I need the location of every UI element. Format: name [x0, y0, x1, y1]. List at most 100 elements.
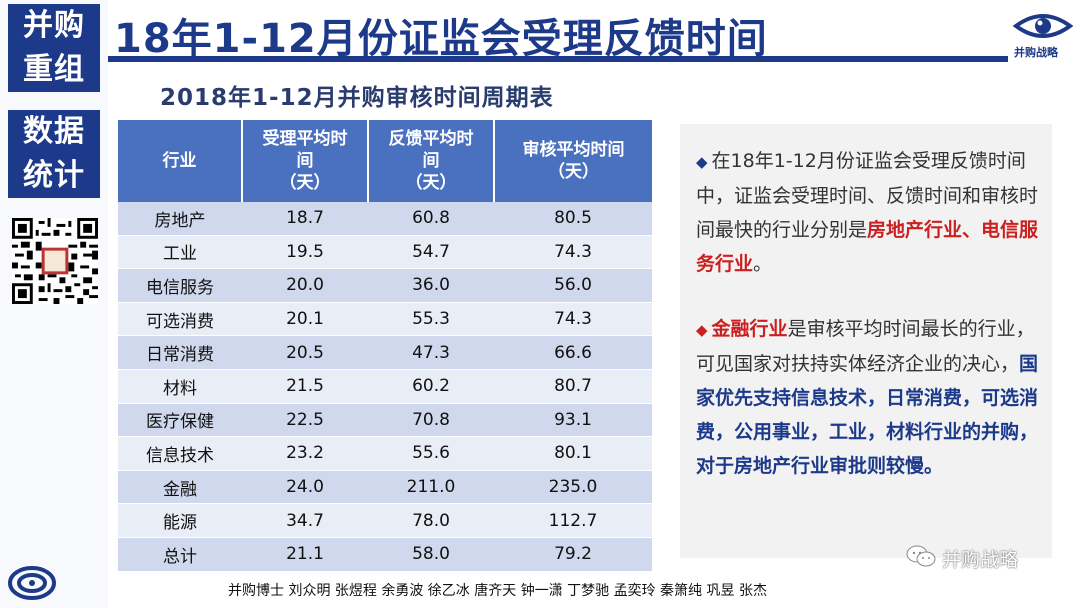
analysis-paragraph-1: ◆ 在18年1-12月份证监会受理反馈时间中，证监会受理时间、反馈时间和审核时间最… [696, 144, 1042, 281]
cell-review: 56.0 [494, 268, 652, 303]
cell-industry: 信息技术 [118, 436, 242, 471]
company-logo-graphic [8, 566, 56, 600]
cell-industry: 材料 [118, 369, 242, 404]
cell-acceptance: 20.5 [242, 335, 368, 370]
cell-review: 235.0 [494, 470, 652, 505]
header-industry: 行业 [118, 120, 242, 202]
cell-feedback: 55.6 [368, 436, 494, 471]
highlight-text: 金融行业 [711, 318, 788, 340]
table-row: 房地产 18.7 60.8 80.5 [118, 202, 652, 236]
bold-text: 国家优先支持信息技术，日常消费，可选消费，公用事业，工业，材料行业的并购，对于房… [696, 353, 1039, 477]
cell-review: 74.3 [494, 235, 652, 270]
header-line: （天） [405, 173, 457, 193]
wechat-icon [906, 544, 936, 573]
category-block-merger: 并购 重组 [8, 4, 100, 92]
analysis-panel: ◆ 在18年1-12月份证监会受理反馈时间中，证监会受理时间、反馈时间和审核时间最… [680, 124, 1052, 558]
page-title: 18年1-12月份证监会受理反馈时间 [114, 16, 768, 62]
cell-acceptance: 22.5 [242, 403, 368, 438]
header-line: 间 [296, 151, 314, 171]
table-row: 可选消费 20.1 55.3 74.3 [118, 302, 652, 337]
highlight-text: 房地产行业、电信服务行业 [696, 219, 1039, 275]
cell-industry: 电信服务 [118, 268, 242, 303]
brand-logo-icon [1010, 6, 1076, 62]
cell-review: 80.1 [494, 436, 652, 471]
cell-acceptance: 20.0 [242, 268, 368, 303]
header-feedback-time: 反馈平均时 间 （天） [367, 120, 494, 202]
category-line: 统计 [23, 158, 85, 193]
header-line: 审核平均时间 [522, 140, 625, 160]
category-line: 并购 [23, 8, 85, 43]
paragraph-text: 是审核平均时间最长的行业，可见国家对扶持实体经济企业的决心， [696, 318, 1035, 375]
cell-acceptance: 24.0 [242, 470, 368, 505]
cell-review: 112.7 [494, 503, 652, 538]
category-block-data: 数据 统计 [8, 110, 100, 198]
cell-feedback: 54.7 [368, 235, 494, 270]
cell-feedback: 70.8 [368, 403, 494, 438]
cell-acceptance: 18.7 [242, 202, 368, 236]
qr-code-icon [12, 218, 98, 304]
table-row: 金融 24.0 211.0 235.0 [118, 470, 652, 505]
table-row: 材料 21.5 60.2 80.7 [118, 369, 652, 404]
header-line: 间 [422, 151, 440, 171]
header-line: （天） [279, 173, 331, 193]
cell-industry: 总计 [118, 537, 242, 572]
table-row: 电信服务 20.0 36.0 56.0 [118, 268, 652, 303]
cell-acceptance: 34.7 [242, 503, 368, 538]
table-row: 医疗保健 22.5 70.8 93.1 [118, 403, 652, 438]
table-row-total: 总计 21.1 58.0 79.2 [118, 537, 652, 572]
cell-feedback: 78.0 [368, 503, 494, 538]
cell-acceptance: 20.1 [242, 302, 368, 337]
category-line: 重组 [23, 52, 85, 87]
cell-review: 93.1 [494, 403, 652, 438]
cell-feedback: 55.3 [368, 302, 494, 337]
slide-header: 18年1-12月份证监会受理反馈时间 [108, 0, 1080, 62]
table-row: 日常消费 20.5 47.3 66.6 [118, 335, 652, 370]
review-time-table: 行业 受理平均时 间 （天） 反馈平均时 间 （天） 审核平均时间 （天） 房地… [118, 120, 652, 572]
category-line: 数据 [23, 114, 85, 149]
table-title: 2018年1-12月并购审核时间周期表 [160, 85, 554, 111]
cell-feedback: 58.0 [368, 537, 494, 572]
header-line: 行业 [162, 151, 197, 171]
cell-industry: 工业 [118, 235, 242, 270]
paragraph-end: 。 [753, 253, 773, 275]
table-row: 能源 34.7 78.0 112.7 [118, 503, 652, 538]
cell-industry: 可选消费 [118, 302, 242, 337]
cell-review: 79.2 [494, 537, 652, 572]
cell-feedback: 47.3 [368, 335, 494, 370]
analysis-paragraph-2: ◆ 金融行业是审核平均时间最长的行业，可见国家对扶持实体经济企业的决心，国家优先支… [696, 312, 1042, 483]
header-line: 反馈平均时 [388, 129, 474, 149]
cell-feedback: 36.0 [368, 268, 494, 303]
diamond-bullet-icon: ◆ [696, 153, 708, 171]
sidebar: 并购 重组 数据 统计 [0, 0, 108, 608]
cell-acceptance: 23.2 [242, 436, 368, 471]
cell-feedback: 211.0 [368, 470, 494, 505]
table-row: 信息技术 23.2 55.6 80.1 [118, 436, 652, 471]
company-logo-icon [8, 566, 56, 600]
cell-review: 80.7 [494, 369, 652, 404]
cell-industry: 医疗保健 [118, 403, 242, 438]
brand-logo-text: 并购战略 [1014, 46, 1058, 59]
eye-logo-graphic [1012, 14, 1074, 38]
cell-acceptance: 21.1 [242, 537, 368, 572]
wechat-account-name: 并购战略 [942, 549, 1019, 571]
cell-industry: 日常消费 [118, 335, 242, 370]
paragraph-text: 在18年1-12月份证监会受理反馈时间中，证监会受理时间、反馈时间和审核时间最快… [696, 150, 1039, 241]
cell-review: 66.6 [494, 335, 652, 370]
header-review-time: 审核平均时间 （天） [493, 120, 652, 202]
cell-industry: 能源 [118, 503, 242, 538]
cell-review: 74.3 [494, 302, 652, 337]
wechat-watermark: 并购战略 [906, 544, 1018, 573]
author-credits: 并购博士 刘众明 张煜程 余勇波 徐乙冰 唐齐天 钟一潇 丁梦驰 孟奕玲 秦箫纯… [228, 583, 767, 599]
title-underline [108, 56, 1008, 62]
diamond-bullet-icon: ◆ [696, 321, 708, 339]
cell-acceptance: 19.5 [242, 235, 368, 270]
cell-acceptance: 21.5 [242, 369, 368, 404]
cell-feedback: 60.8 [368, 202, 494, 236]
header-acceptance-time: 受理平均时 间 （天） [241, 120, 368, 202]
table-header-row: 行业 受理平均时 间 （天） 反馈平均时 间 （天） 审核平均时间 （天） [118, 120, 652, 202]
cell-feedback: 60.2 [368, 369, 494, 404]
table-row: 工业 19.5 54.7 74.3 [118, 235, 652, 270]
cell-industry: 金融 [118, 470, 242, 505]
cell-industry: 房地产 [118, 202, 242, 236]
header-line: （天） [548, 162, 599, 182]
